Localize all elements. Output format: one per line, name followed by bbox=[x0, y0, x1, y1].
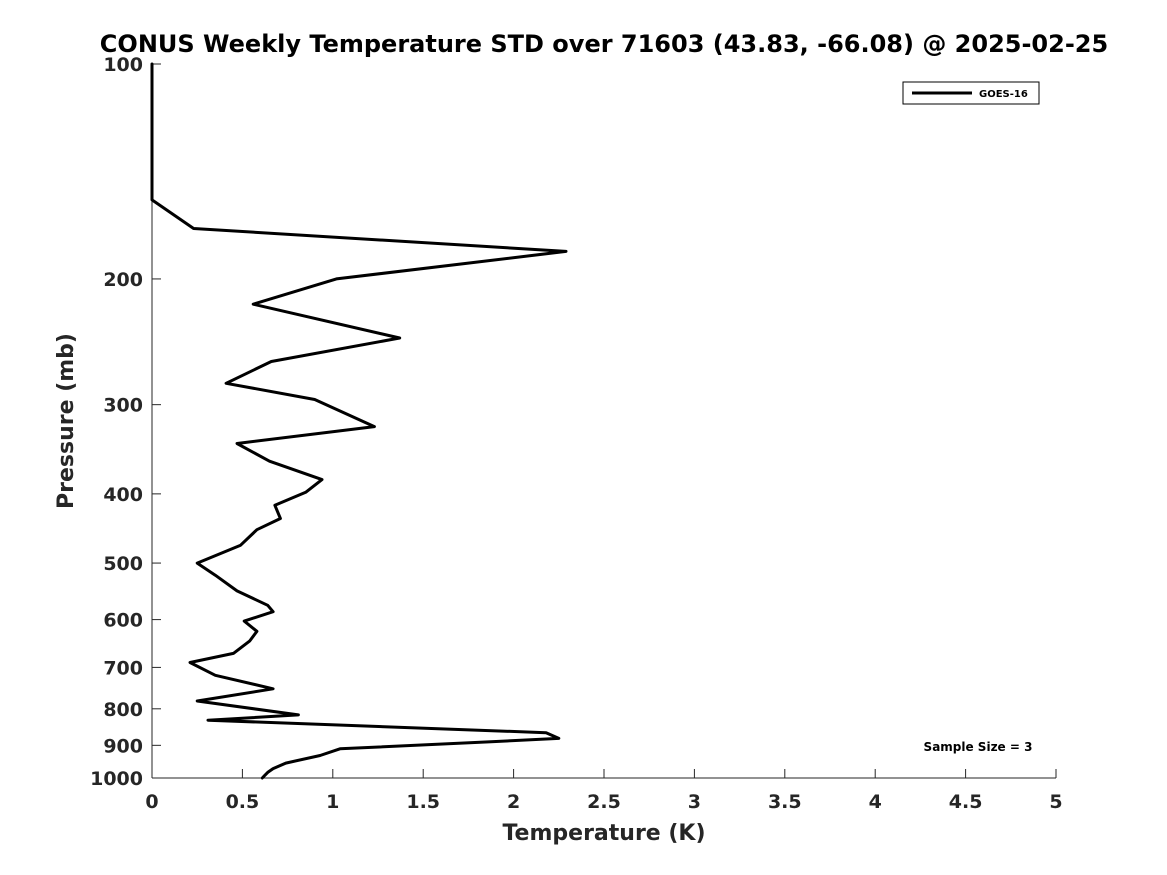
plot-area: 0 0.5 1 1.5 2 2.5 3 3.5 4 4.5 5 100 200 300 400 500 600 7… bbox=[90, 54, 1063, 813]
x-tick-label: 1 bbox=[326, 791, 339, 813]
x-tick-label: 5 bbox=[1049, 791, 1062, 813]
y-tick-label: 1000 bbox=[90, 768, 143, 790]
x-axis-label: Temperature (K) bbox=[502, 821, 705, 846]
y-tick-label: 300 bbox=[103, 395, 143, 417]
y-axis-label: Pressure (mb) bbox=[54, 333, 79, 509]
y-tick-label: 600 bbox=[103, 610, 143, 632]
x-tick-label: 3 bbox=[688, 791, 701, 813]
sample-size-annotation: Sample Size = 3 bbox=[924, 740, 1033, 754]
x-tick-label: 4.5 bbox=[949, 791, 983, 813]
y-tick-label: 400 bbox=[103, 484, 143, 506]
series-line-goes-16 bbox=[150, 62, 568, 780]
y-tick-label: 700 bbox=[103, 657, 143, 679]
chart-title: CONUS Weekly Temperature STD over 71603 … bbox=[100, 30, 1108, 58]
y-tick-label: 200 bbox=[103, 269, 143, 291]
legend: GOES-16 bbox=[902, 81, 1040, 105]
y-tick-label: 100 bbox=[103, 54, 143, 76]
x-tick-label: 3.5 bbox=[768, 791, 802, 813]
y-tick-label: 900 bbox=[103, 735, 143, 757]
x-tick-label: 1.5 bbox=[406, 791, 440, 813]
x-tick-label: 4 bbox=[869, 791, 882, 813]
x-tick-label: 2 bbox=[507, 791, 520, 813]
x-tick-label: 2.5 bbox=[587, 791, 621, 813]
x-tick-label: 0 bbox=[145, 791, 158, 813]
legend-entry-goes-16: GOES-16 bbox=[979, 89, 1028, 100]
y-tick-label: 800 bbox=[103, 699, 143, 721]
x-tick-label: 0.5 bbox=[226, 791, 260, 813]
y-tick-label: 500 bbox=[103, 553, 143, 575]
